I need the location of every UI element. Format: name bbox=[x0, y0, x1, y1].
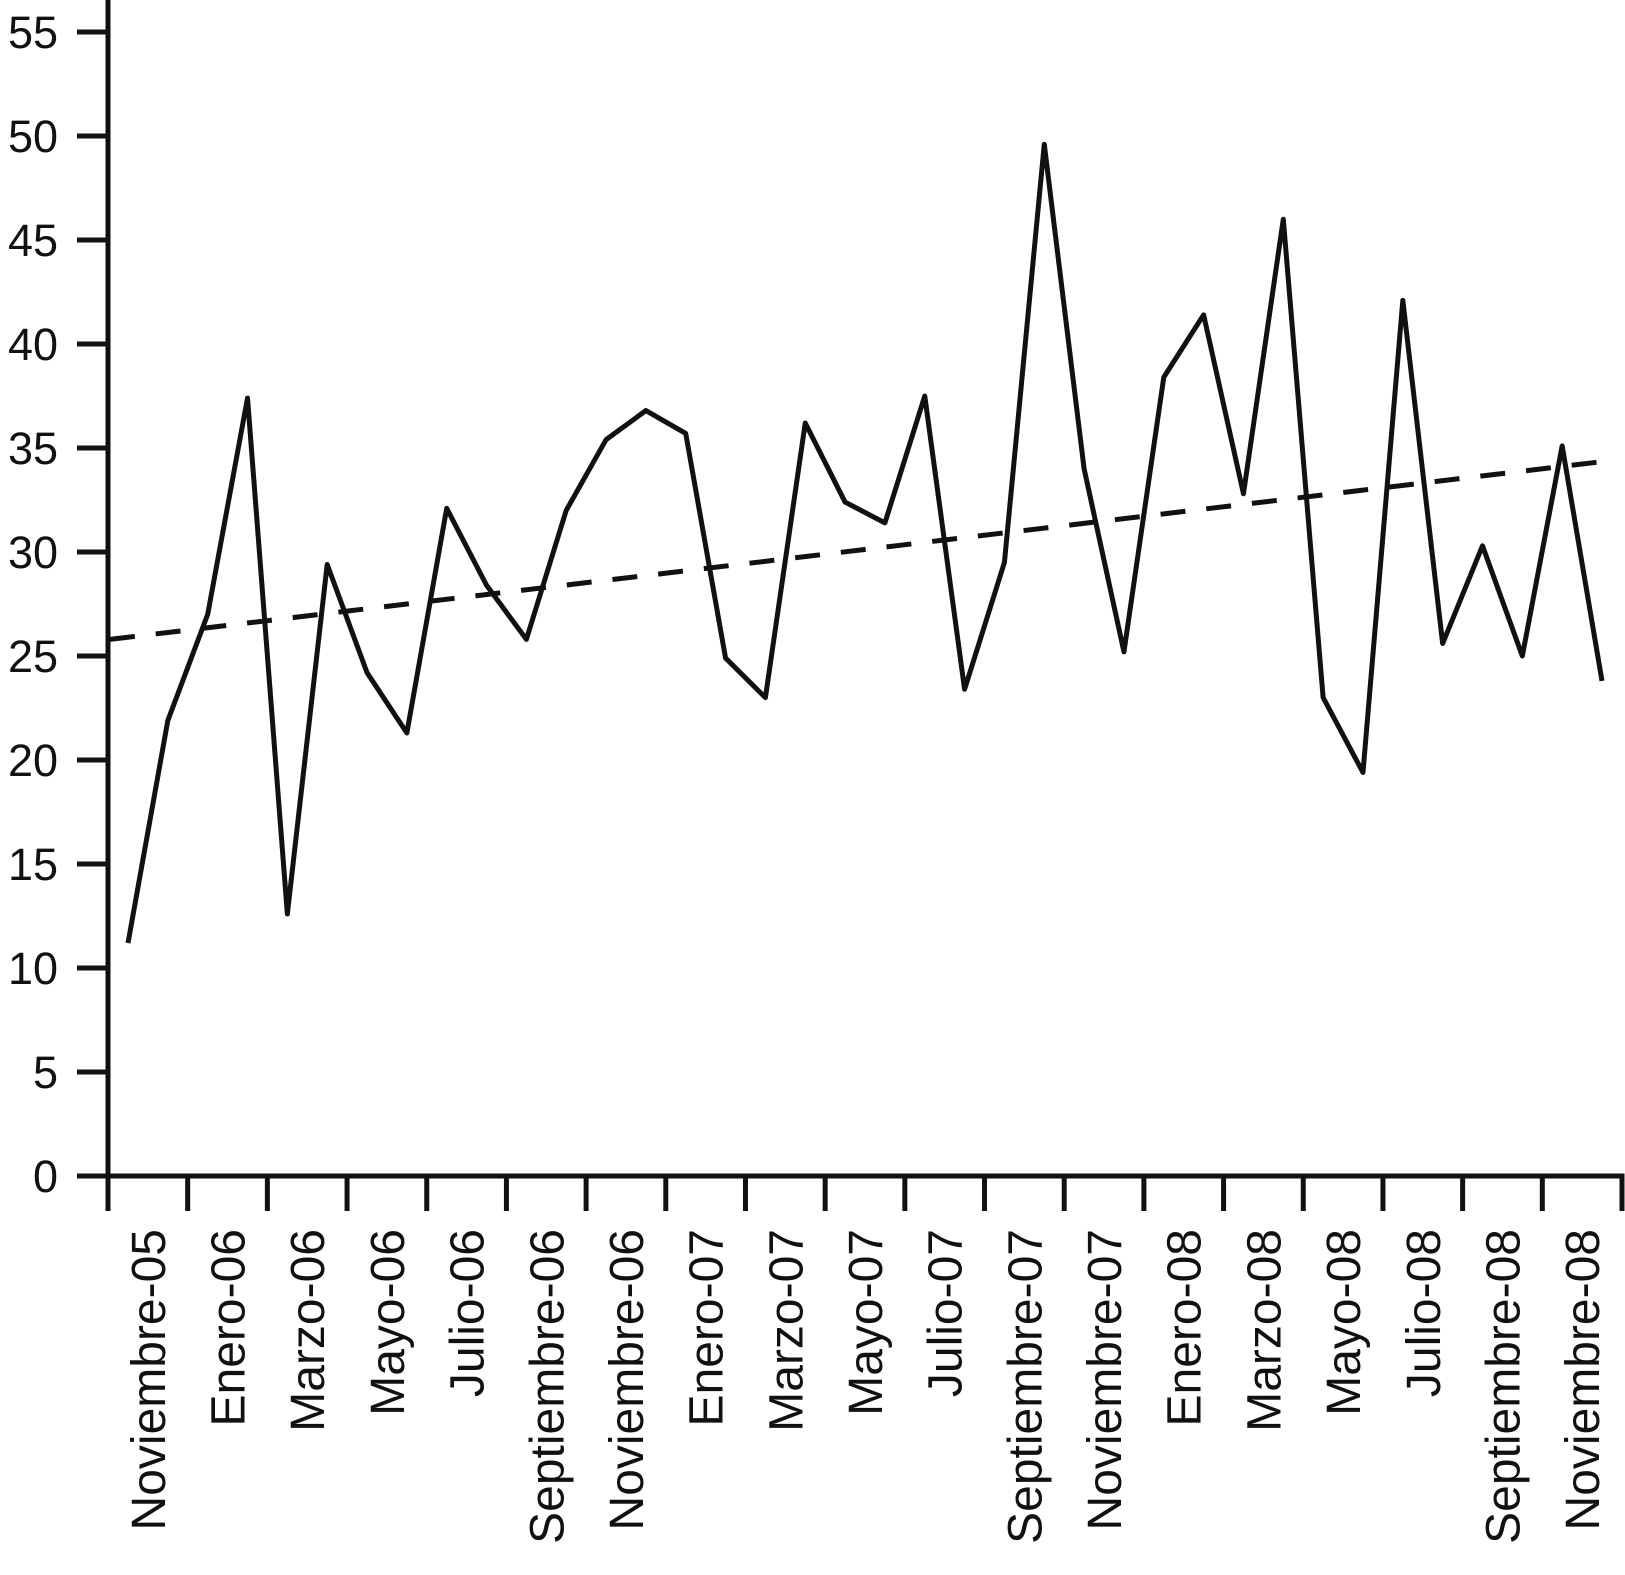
x-axis-tick bbox=[742, 1176, 748, 1211]
y-tick-label: 0 bbox=[33, 1151, 58, 1202]
x-tick-label: Enero-07 bbox=[681, 1229, 734, 1426]
trend-dashed-line bbox=[109, 457, 1613, 642]
y-axis-tick bbox=[77, 965, 108, 971]
y-axis-tick bbox=[77, 445, 108, 451]
y-axis-tick bbox=[77, 757, 108, 763]
y-axis-tick bbox=[77, 133, 108, 139]
y-axis-tick bbox=[77, 237, 108, 243]
x-tick-label: Julio-07 bbox=[920, 1229, 973, 1397]
x-axis-tick bbox=[344, 1176, 350, 1211]
x-tick-label: Enero-06 bbox=[203, 1229, 256, 1426]
x-tick-label: Noviembre-08 bbox=[1557, 1229, 1610, 1530]
y-axis-tick bbox=[77, 341, 108, 347]
y-axis-line bbox=[105, 0, 111, 1179]
x-tick-label: Mayo-07 bbox=[840, 1229, 893, 1416]
x-axis-tick bbox=[1061, 1176, 1067, 1211]
y-axis-tick bbox=[77, 1173, 108, 1179]
x-axis-tick bbox=[663, 1176, 669, 1211]
y-tick-label: 15 bbox=[8, 839, 58, 890]
x-axis-tick bbox=[1460, 1176, 1466, 1211]
x-tick-label: Enero-08 bbox=[1159, 1229, 1212, 1426]
x-tick-label: Noviembre-05 bbox=[123, 1229, 176, 1530]
x-axis-tick bbox=[424, 1176, 430, 1211]
x-tick-label: Septiembre-07 bbox=[999, 1229, 1052, 1544]
x-axis-tick bbox=[264, 1176, 270, 1211]
x-tick-label: Noviembre-07 bbox=[1079, 1229, 1132, 1530]
y-tick-label: 45 bbox=[8, 215, 58, 266]
x-axis-tick bbox=[1619, 1176, 1625, 1211]
x-axis-tick bbox=[105, 1176, 111, 1211]
x-axis-tick bbox=[982, 1176, 988, 1211]
x-tick-label: Mayo-08 bbox=[1318, 1229, 1371, 1416]
y-tick-label: 5 bbox=[33, 1047, 58, 1098]
x-axis-tick bbox=[1221, 1176, 1227, 1211]
x-axis-tick bbox=[185, 1176, 191, 1211]
y-tick-label: 30 bbox=[8, 527, 58, 578]
y-tick-label: 50 bbox=[8, 111, 58, 162]
x-tick-label: Julio-06 bbox=[442, 1229, 495, 1397]
x-tick-label: Marzo-07 bbox=[760, 1229, 813, 1432]
y-axis-tick bbox=[77, 653, 108, 659]
y-tick-label: 25 bbox=[8, 631, 58, 682]
x-axis-line bbox=[105, 1173, 1625, 1179]
x-axis-tick bbox=[902, 1176, 908, 1211]
y-axis-tick bbox=[77, 549, 108, 555]
y-tick-label: 10 bbox=[8, 943, 58, 994]
x-tick-label: Septiembre-06 bbox=[521, 1229, 574, 1544]
x-axis-tick bbox=[1380, 1176, 1386, 1211]
y-axis-tick bbox=[77, 861, 108, 867]
x-tick-label: Mayo-06 bbox=[362, 1229, 415, 1416]
x-tick-label: Marzo-08 bbox=[1238, 1229, 1291, 1432]
y-axis-tick bbox=[77, 29, 108, 35]
y-tick-label: 55 bbox=[8, 7, 58, 58]
y-tick-label: 20 bbox=[8, 735, 58, 786]
x-tick-label: Noviembre-06 bbox=[601, 1229, 654, 1530]
y-axis-tick bbox=[77, 1069, 108, 1075]
x-axis-tick bbox=[1300, 1176, 1306, 1211]
x-axis-tick bbox=[1539, 1176, 1545, 1211]
x-tick-label: Julio-08 bbox=[1398, 1229, 1451, 1397]
x-axis-tick bbox=[1141, 1176, 1147, 1211]
x-axis-tick bbox=[503, 1176, 509, 1211]
x-tick-label: Septiembre-08 bbox=[1477, 1229, 1530, 1544]
x-tick-label: Marzo-06 bbox=[282, 1229, 335, 1432]
data-line-series bbox=[125, 141, 1605, 944]
y-tick-label: 35 bbox=[8, 423, 58, 474]
y-tick-label: 40 bbox=[8, 319, 58, 370]
x-axis-tick bbox=[583, 1176, 589, 1211]
x-axis-tick bbox=[822, 1176, 828, 1211]
